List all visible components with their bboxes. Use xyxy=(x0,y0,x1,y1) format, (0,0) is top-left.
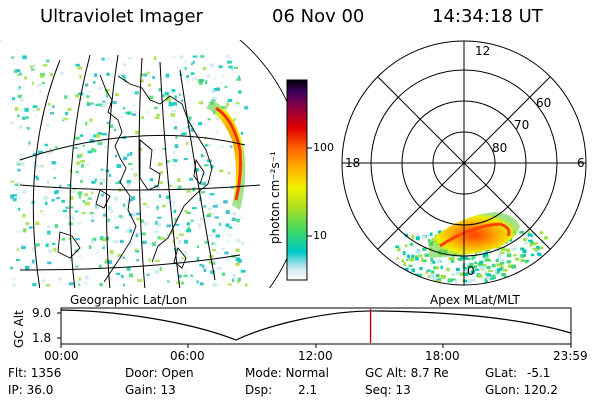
timeline-xtick: 00:00 xyxy=(44,349,79,363)
altitude-timeline xyxy=(57,307,572,348)
time-label: 14:34:18 UT xyxy=(432,6,543,27)
geographic-latitude-label: GLat: xyxy=(485,366,518,380)
polar-mlt-18-label: 18 xyxy=(345,156,361,170)
colorbar-tick-100: 100 xyxy=(313,141,334,154)
date-label: 06 Nov 00 xyxy=(272,6,365,27)
colorbar-label: photon cm⁻²s⁻¹ xyxy=(268,151,282,244)
dsp-label: Dsp: xyxy=(245,383,273,397)
geographic-latitude-value: -5.1 xyxy=(527,366,551,380)
polar-lat-70-label: 70 xyxy=(514,118,530,132)
timeline-y-axis-label: GC Alt xyxy=(12,310,26,348)
polar-lat-60-label: 60 xyxy=(536,96,552,110)
timeline-ytick-bottom: 1.8 xyxy=(32,331,52,345)
polar-mlt-6-label: 6 xyxy=(577,156,585,170)
altitude-curve xyxy=(60,309,572,341)
instrument-title: Ultraviolet Imager xyxy=(40,6,203,27)
apex-mlat-mlt-label: Apex MLat/MLT xyxy=(430,293,520,307)
timeline-xtick: 06:00 xyxy=(170,349,205,363)
geo-parallels xyxy=(19,134,261,271)
sequence-number: Seq: 13 xyxy=(365,383,411,397)
door-status: Door: Open xyxy=(125,366,194,380)
mode-value: Mode: Normal xyxy=(245,366,329,380)
polar-mlt-0-label: 0 xyxy=(467,264,475,278)
geographic-map xyxy=(0,40,300,288)
ip-value: IP: 36.0 xyxy=(8,383,54,397)
geographic-longitude: GLon: 120.2 xyxy=(485,383,558,397)
colorbar-tick-10: 10 xyxy=(313,229,327,242)
geo-meridians xyxy=(32,54,216,288)
geo-auroral-arc xyxy=(206,100,246,210)
timeline-xtick: 23:59 xyxy=(553,349,588,363)
polar-axis-diag-2 xyxy=(377,76,551,250)
geographic-lat-lon-label: Geographic Lat/Lon xyxy=(70,293,188,307)
geo-coastlines xyxy=(57,74,213,283)
gc-altitude: GC Alt: 8.7 Re xyxy=(365,366,449,380)
timeline-xtick: 18:00 xyxy=(425,349,460,363)
timeline-ytick-top: 9.0 xyxy=(32,306,52,320)
dsp-value: 2.1 xyxy=(298,383,318,397)
timeline-xtick: 12:00 xyxy=(298,349,333,363)
gain-value: Gain: 13 xyxy=(125,383,176,397)
geo-emission-speckle xyxy=(10,55,248,287)
flight-number: Flt: 1356 xyxy=(8,366,62,380)
polar-mlt-12-label: 12 xyxy=(475,44,491,58)
polar-plot xyxy=(341,40,587,286)
colorbar xyxy=(286,79,312,281)
polar-lat-80-label: 80 xyxy=(492,141,508,155)
polar-emission-speckle xyxy=(395,230,550,284)
